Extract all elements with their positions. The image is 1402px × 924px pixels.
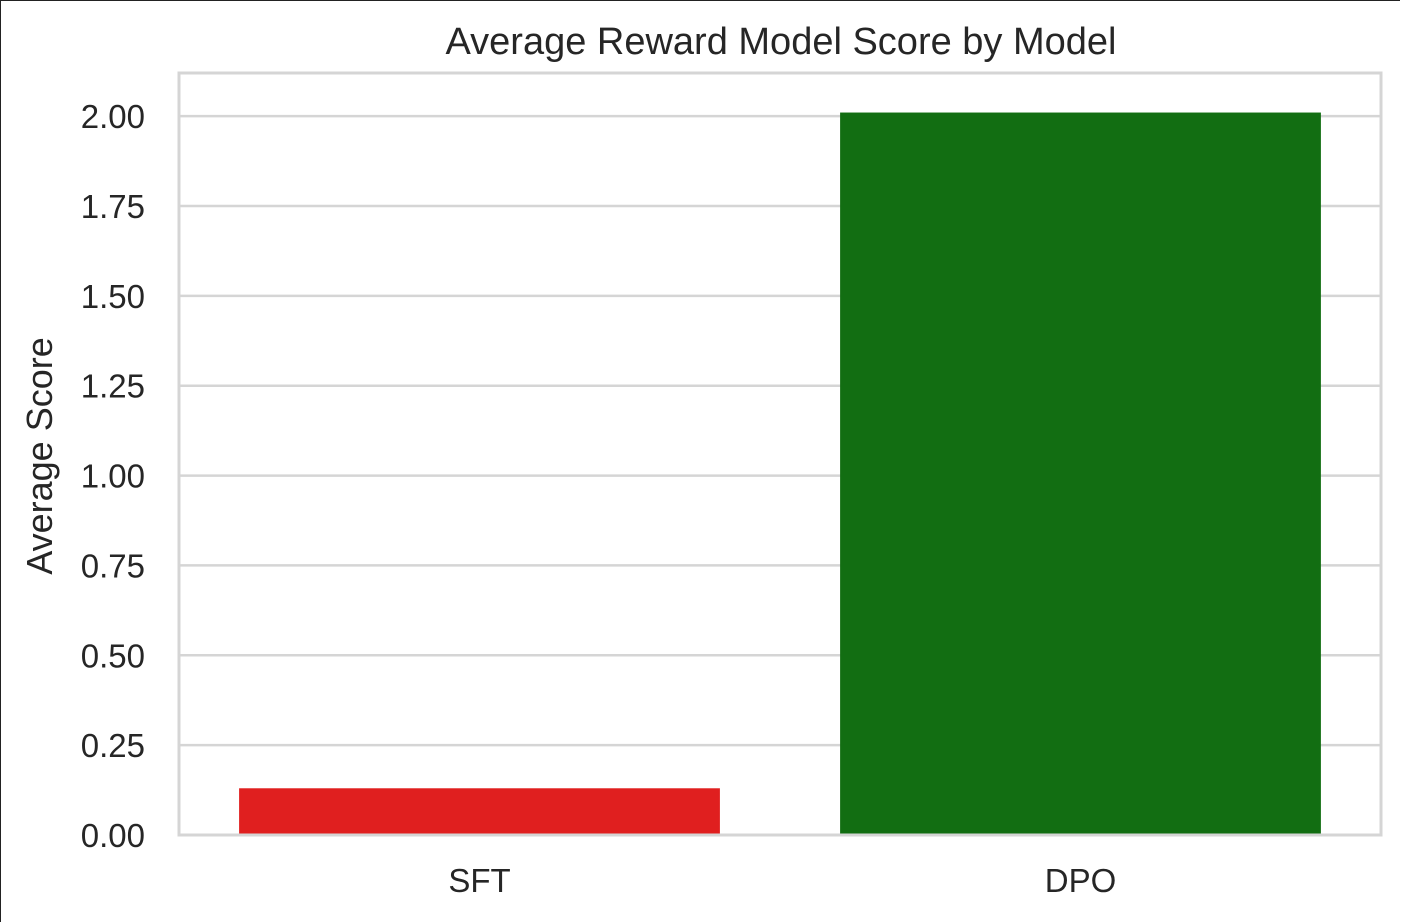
- x-tick-label: SFT: [448, 862, 510, 899]
- y-tick-label: 2.00: [81, 98, 145, 135]
- x-tick-label: DPO: [1045, 862, 1117, 899]
- bar-sft: [239, 788, 720, 835]
- y-tick-label: 0.25: [81, 727, 145, 764]
- y-tick-label: 1.25: [81, 368, 145, 405]
- bar-dpo: [840, 112, 1321, 836]
- y-tick-label: 0.75: [81, 547, 145, 584]
- bars: [239, 112, 1321, 836]
- y-tick-label: 1.50: [81, 278, 145, 315]
- y-tick-labels: 0.00 0.25 0.50 0.75 1.00 1.25 1.50 1.75 2.00: [81, 98, 145, 854]
- y-tick-label: 1.00: [81, 458, 145, 495]
- y-axis-label: Average Score: [19, 337, 60, 574]
- y-tick-label: 0.00: [81, 817, 145, 854]
- plot-area-frame: [177, 71, 1383, 837]
- y-tick-label: 0.50: [81, 637, 145, 674]
- y-tick-label: 1.75: [81, 188, 145, 225]
- x-tick-labels: SFT DPO: [448, 862, 1116, 899]
- chart-title: Average Reward Model Score by Model: [446, 21, 1117, 63]
